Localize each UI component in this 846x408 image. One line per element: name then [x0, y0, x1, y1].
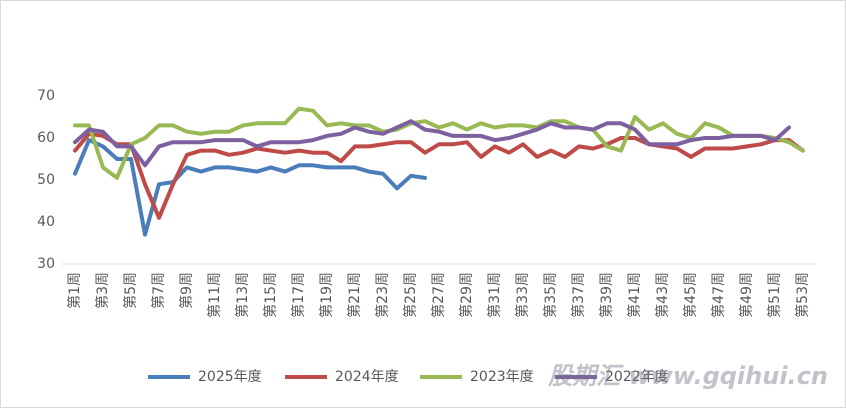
series-line: [73, 119, 791, 168]
watermark: 股期汇 www.gqihui.cn: [547, 362, 828, 390]
y-tick-label: 70: [37, 88, 55, 104]
legend-label: 2022年度: [605, 369, 669, 385]
x-tick-label: 第3周: [94, 272, 111, 309]
y-tick-label: 40: [37, 214, 55, 230]
series-line: [73, 106, 805, 180]
legend-label: 2024年度: [335, 369, 399, 385]
series-line: [73, 138, 427, 237]
legend-label: 2025年度: [198, 369, 262, 385]
x-tick-label: 第45周: [682, 272, 699, 318]
y-tick-label: 60: [37, 130, 55, 146]
y-tick-label: 50: [37, 172, 55, 188]
x-tick-label: 第37周: [570, 272, 587, 318]
x-tick-label: 第19周: [318, 272, 335, 318]
x-tick-label: 第35周: [542, 272, 559, 318]
x-tick-label: 第17周: [290, 272, 307, 318]
x-tick-label: 第23周: [374, 272, 391, 318]
x-tick-label: 第11周: [206, 272, 223, 318]
series-line: [73, 131, 805, 220]
x-tick-label: 第9周: [178, 272, 195, 309]
x-tick-label: 第5周: [122, 272, 139, 309]
legend-label: 2023年度: [470, 369, 534, 385]
x-tick-label: 第29周: [458, 272, 475, 318]
x-tick-label: 第49周: [738, 272, 755, 318]
x-tick-label: 第15周: [262, 272, 279, 318]
x-tick-label: 第31周: [486, 272, 503, 318]
x-tick-label: 第53周: [794, 272, 811, 318]
y-tick-label: 30: [37, 256, 55, 272]
x-tick-label: 第33周: [514, 272, 531, 318]
x-tick-label: 第43周: [654, 272, 671, 318]
x-tick-label: 第1周: [66, 272, 83, 309]
x-tick-label: 第13周: [234, 272, 251, 318]
x-tick-label: 第7周: [150, 272, 167, 309]
x-tick-label: 第41周: [626, 272, 643, 318]
x-tick-label: 第47周: [710, 272, 727, 318]
x-tick-label: 第39周: [598, 272, 615, 318]
x-tick-label: 第51周: [766, 272, 783, 318]
x-tick-label: 第27周: [430, 272, 447, 318]
x-tick-label: 第25周: [402, 272, 419, 318]
x-tick-label: 第21周: [346, 272, 363, 318]
